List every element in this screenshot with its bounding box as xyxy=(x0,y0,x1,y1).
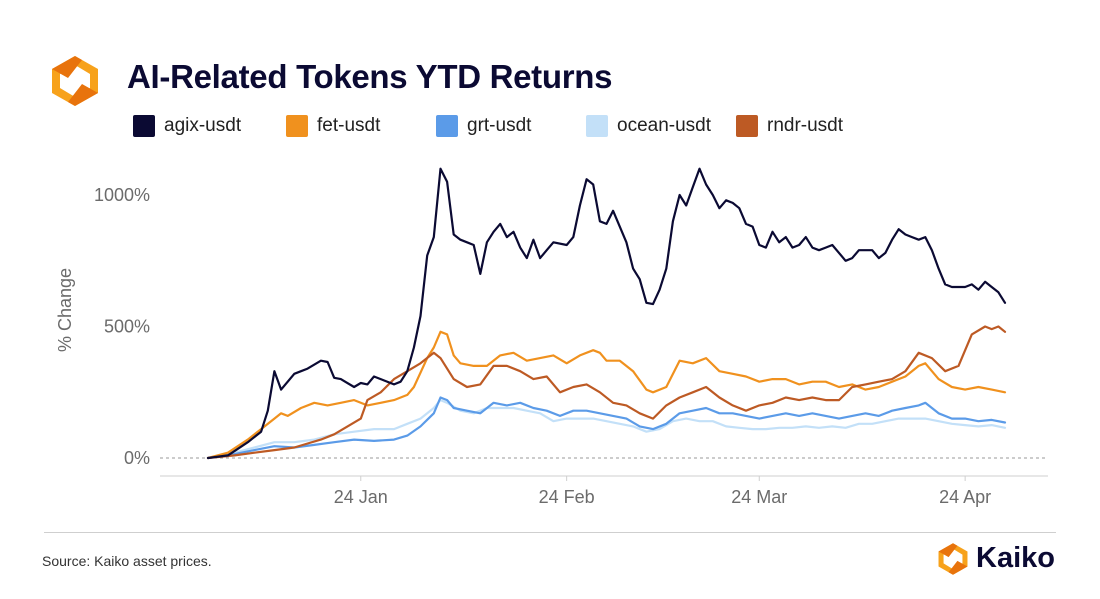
footer-divider xyxy=(44,532,1056,533)
series-layer xyxy=(206,167,1007,460)
x-tick-label: 24 Mar xyxy=(731,487,787,507)
series-line-rndr-usdt xyxy=(206,325,1007,460)
legend-label-ocean: ocean-usdt xyxy=(617,115,712,136)
series-line-ocean-usdt xyxy=(206,399,1007,460)
y-tick-label: 0% xyxy=(124,448,150,468)
series-line-fet-usdt xyxy=(206,330,1007,460)
kaiko-logo-icon xyxy=(52,56,98,106)
legend-label-agix: agix-usdt xyxy=(164,115,242,136)
y-tick-label: 500% xyxy=(104,317,150,337)
x-tick-label: 24 Feb xyxy=(539,487,595,507)
legend-swatch-rndr xyxy=(736,115,758,137)
legend-label-fet: fet-usdt xyxy=(317,115,381,136)
chart-title: AI-Related Tokens YTD Returns xyxy=(127,58,613,95)
y-axis-title: % Change xyxy=(55,268,75,352)
kaiko-brand: Kaiko xyxy=(936,540,1066,580)
legend-swatch-fet xyxy=(286,115,308,137)
axis-layer: 0% 500% 1000% 24 Jan 24 Feb 24 Mar 24 Apr xyxy=(94,185,1048,507)
legend-swatch-ocean xyxy=(586,115,608,137)
x-tick-label: 24 Apr xyxy=(939,487,991,507)
series-line-agix-usdt xyxy=(206,167,1007,460)
legend-swatch-grt xyxy=(436,115,458,137)
y-tick-label: 1000% xyxy=(94,185,150,205)
kaiko-logo-icon xyxy=(938,543,968,575)
series-line-grt-usdt xyxy=(206,396,1007,460)
x-tick-label: 24 Jan xyxy=(334,487,388,507)
legend-label-rndr: rndr-usdt xyxy=(767,115,844,136)
brand-name: Kaiko xyxy=(976,542,1055,574)
source-note: Source: Kaiko asset prices. xyxy=(42,553,212,569)
legend-label-grt: grt-usdt xyxy=(467,115,532,136)
legend-swatch-agix xyxy=(133,115,155,137)
